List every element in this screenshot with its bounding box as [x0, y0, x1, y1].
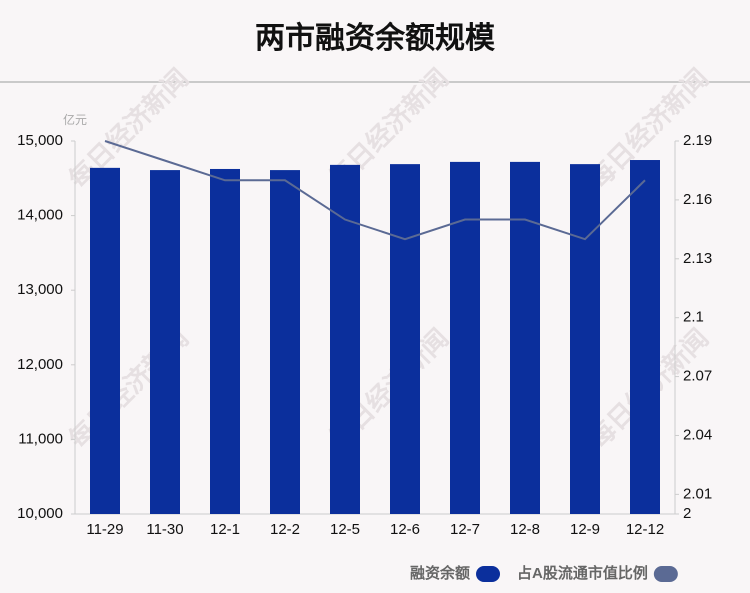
y2-tick-label: 2.19: [683, 132, 712, 149]
legend-label: 占A股流通市值比例: [517, 564, 648, 582]
bar: [510, 161, 540, 514]
x-tick-label: 12-6: [390, 521, 420, 538]
y-tick-label: 15,000: [17, 132, 63, 149]
y2-tick-label: 2.07: [683, 368, 712, 385]
bar: [150, 170, 180, 514]
x-tick-label: 12-7: [450, 521, 480, 538]
legend-swatch: [653, 566, 678, 582]
bar: [390, 164, 420, 514]
y-tick-label: 13,000: [17, 281, 63, 298]
chart-title: 两市融资余额规模: [255, 21, 495, 55]
y-tick-label: 11,000: [18, 430, 63, 447]
y2-tick-label: 2.13: [683, 250, 712, 267]
bar: [330, 164, 360, 514]
y-tick-label: 12,000: [17, 356, 63, 373]
x-tick-label: 12-5: [330, 521, 360, 538]
y2-tick-label: 2.01: [683, 485, 712, 502]
x-tick-label: 11-30: [146, 521, 183, 538]
bar: [210, 168, 240, 514]
y2-tick-label: 2.04: [683, 426, 712, 443]
x-tick-label: 12-8: [510, 521, 540, 538]
bar: [570, 164, 600, 514]
y2-tick-label: 2.1: [683, 309, 704, 326]
x-tick-label: 12-12: [626, 521, 664, 538]
y2-tick-label: 2.16: [683, 191, 712, 208]
legend-swatch: [476, 566, 501, 582]
bar: [450, 161, 480, 514]
bar: [270, 170, 300, 514]
legend-label: 融资余额: [410, 564, 470, 582]
line: [104, 140, 646, 241]
y-tick-label: 14,000: [17, 207, 63, 224]
x-tick-label: 12-9: [570, 521, 600, 538]
y2-tick-label: 2: [683, 505, 691, 522]
bar: [630, 160, 660, 514]
x-tick-label: 12-2: [270, 521, 300, 538]
y-unit: 亿元: [63, 112, 87, 127]
bar: [90, 167, 120, 514]
y-tick-label: 10,000: [17, 505, 63, 522]
x-tick-label: 12-1: [210, 521, 240, 538]
x-tick-label: 11-29: [86, 521, 123, 538]
